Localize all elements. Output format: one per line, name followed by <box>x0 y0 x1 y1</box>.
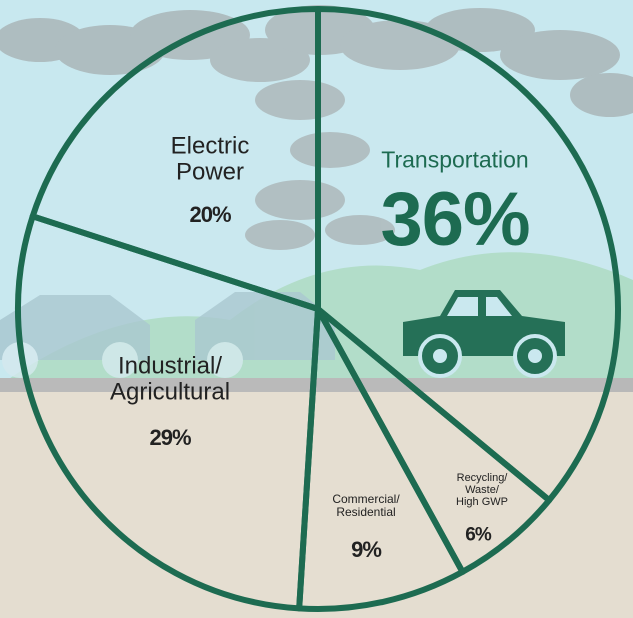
faded-cars <box>0 292 335 378</box>
slice-value: 29% <box>149 424 191 450</box>
pie-slice <box>29 6 321 312</box>
slice-label: Industrial/ Agricultural <box>109 352 231 406</box>
pie-slice <box>315 6 621 504</box>
road <box>0 378 633 392</box>
pie-slice <box>15 213 321 612</box>
slice-label: Transportation <box>381 146 529 173</box>
slice-label: Electric Power <box>170 132 250 186</box>
slice-value: 36% <box>380 177 530 263</box>
slice-value: 6% <box>465 524 491 546</box>
pie-slice <box>296 306 466 612</box>
slice-value: 9% <box>351 536 382 562</box>
slice-label: Recycling/ Waste/ High GWP <box>456 471 508 509</box>
ground <box>0 392 633 618</box>
slice-label: Commercial/ Residential <box>332 491 400 519</box>
slice-value: 20% <box>189 201 231 227</box>
car-icon <box>403 290 565 378</box>
